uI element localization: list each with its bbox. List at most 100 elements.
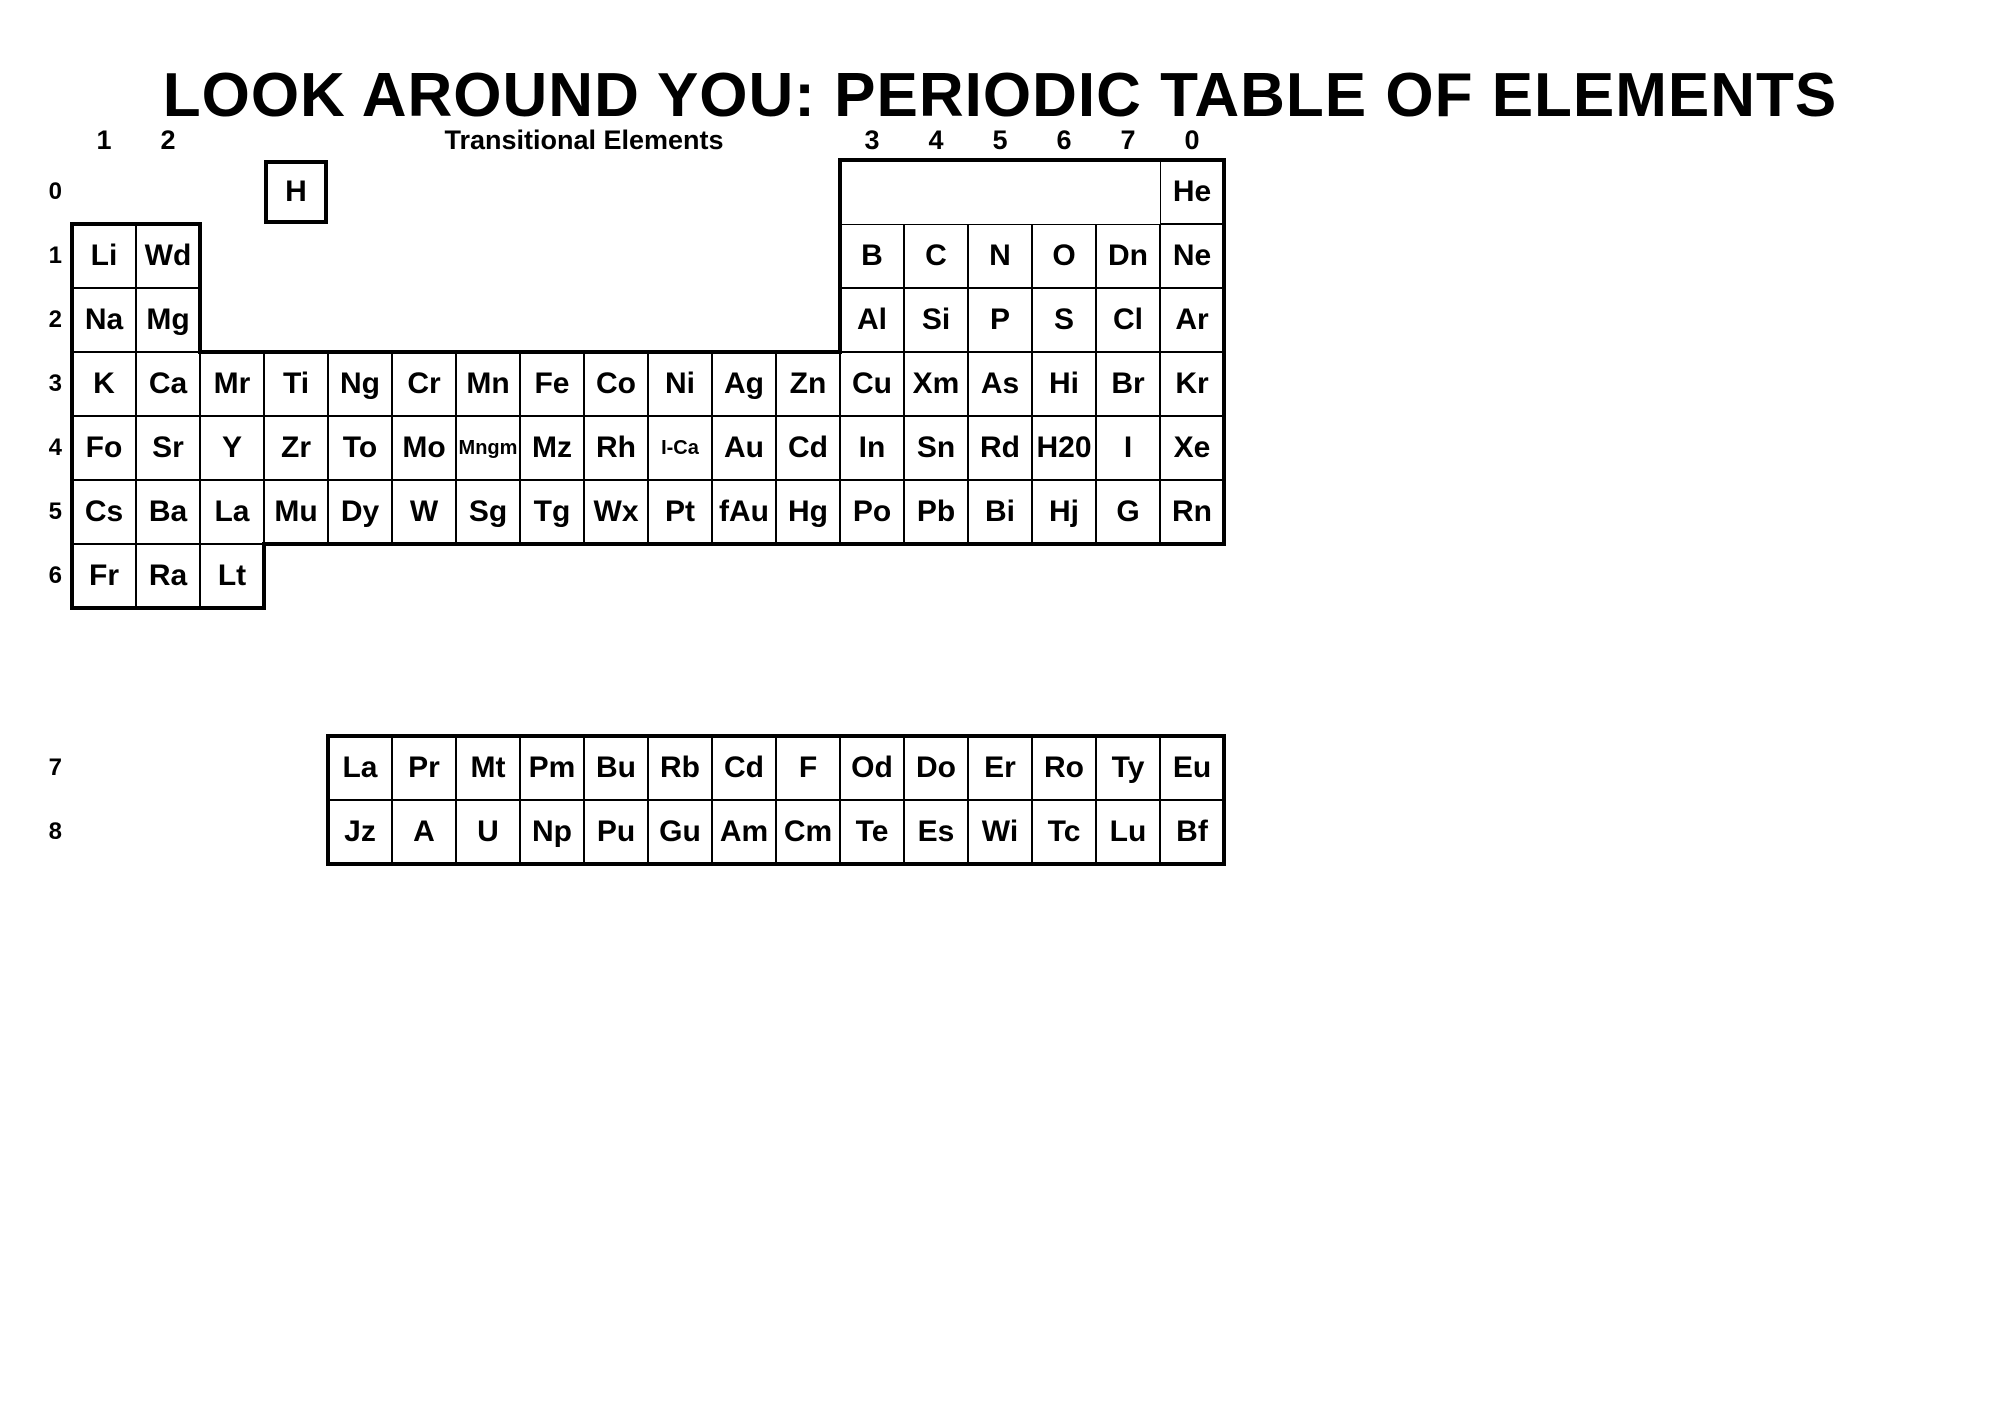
element-cell: Si (904, 288, 968, 352)
element-cell: W (392, 480, 456, 544)
element-cell: Rh (584, 416, 648, 480)
element-cell: Tc (1032, 800, 1096, 864)
element-cell: Ng (328, 352, 392, 416)
element-cell: To (328, 416, 392, 480)
element-cell: Bi (968, 480, 1032, 544)
element-cell: Am (712, 800, 776, 864)
element-cell: Es (904, 800, 968, 864)
element-cell: Ar (1160, 288, 1224, 352)
element-cell: Br (1096, 352, 1160, 416)
element-cell: Y (200, 416, 264, 480)
element-cell: Na (72, 288, 136, 352)
element-cell: Sn (904, 416, 968, 480)
element-cell: Hj (1032, 480, 1096, 544)
element-cell: Pr (392, 736, 456, 800)
element-cell: Ag (712, 352, 776, 416)
element-cell: Jz (328, 800, 392, 864)
element-cell: Au (712, 416, 776, 480)
element-cell: Lt (200, 544, 264, 608)
element-cell: I (1096, 416, 1160, 480)
element-cell: Pb (904, 480, 968, 544)
element-cell: P (968, 288, 1032, 352)
element-cell: B (840, 224, 904, 288)
element-cell: Mn (456, 352, 520, 416)
row-label: 0 (32, 178, 62, 206)
element-cell: Cr (392, 352, 456, 416)
element-cell: Po (840, 480, 904, 544)
row-label: 2 (32, 306, 62, 334)
element-cell: Fe (520, 352, 584, 416)
element-cell: F (776, 736, 840, 800)
element-cell: K (72, 352, 136, 416)
element-cell: Mu (264, 480, 328, 544)
element-cell: Hg (776, 480, 840, 544)
element-cell: H (264, 160, 328, 224)
element-cell: A (392, 800, 456, 864)
element-cell: Eu (1160, 736, 1224, 800)
element-cell: Zn (776, 352, 840, 416)
element-cell: Zr (264, 416, 328, 480)
element-cell: Sg (456, 480, 520, 544)
column-label: 6 (1032, 125, 1096, 156)
element-cell: Cd (776, 416, 840, 480)
element-cell: Rn (1160, 480, 1224, 544)
element-cell: Pm (520, 736, 584, 800)
page-title: LOOK AROUND YOU: PERIODIC TABLE OF ELEME… (0, 60, 2000, 131)
element-cell: Er (968, 736, 1032, 800)
element-cell: Gu (648, 800, 712, 864)
element-cell: Mngm (456, 416, 520, 480)
element-cell: Np (520, 800, 584, 864)
row-label: 4 (32, 434, 62, 462)
element-cell: Lu (1096, 800, 1160, 864)
element-cell: Fr (72, 544, 136, 608)
element-cell: Cd (712, 736, 776, 800)
element-cell: Bu (584, 736, 648, 800)
element-cell: Bf (1160, 800, 1224, 864)
element-cell: Wx (584, 480, 648, 544)
element-cell: Tg (520, 480, 584, 544)
element-cell: Co (584, 352, 648, 416)
element-cell: Ti (264, 352, 328, 416)
element-cell: U (456, 800, 520, 864)
element-cell: Do (904, 736, 968, 800)
row-label: 1 (32, 242, 62, 270)
element-cell: Wd (136, 224, 200, 288)
element-cell: Mo (392, 416, 456, 480)
element-cell: Wi (968, 800, 1032, 864)
element-cell: G (1096, 480, 1160, 544)
element-cell: Mz (520, 416, 584, 480)
element-cell: Xm (904, 352, 968, 416)
element-cell: Cs (72, 480, 136, 544)
element-cell: La (328, 736, 392, 800)
element-cell: Ty (1096, 736, 1160, 800)
column-label: 1 (72, 125, 136, 156)
element-cell: Od (840, 736, 904, 800)
element-cell: Ne (1160, 224, 1224, 288)
row-label: 7 (32, 754, 62, 782)
element-cell: Ba (136, 480, 200, 544)
element-cell: C (904, 224, 968, 288)
element-cell: Li (72, 224, 136, 288)
element-cell: Ro (1032, 736, 1096, 800)
transitional-elements-label: Transitional Elements (328, 125, 840, 156)
element-cell: fAu (712, 480, 776, 544)
element-cell: Sr (136, 416, 200, 480)
element-cell: Mr (200, 352, 264, 416)
element-cell: Te (840, 800, 904, 864)
element-cell: Ra (136, 544, 200, 608)
element-cell: Dy (328, 480, 392, 544)
element-cell: Kr (1160, 352, 1224, 416)
element-cell: Al (840, 288, 904, 352)
element-cell: Mg (136, 288, 200, 352)
element-cell: O (1032, 224, 1096, 288)
element-cell: In (840, 416, 904, 480)
element-cell: As (968, 352, 1032, 416)
row-label: 5 (32, 498, 62, 526)
element-cell: Fo (72, 416, 136, 480)
column-label: 2 (136, 125, 200, 156)
column-label: 5 (968, 125, 1032, 156)
element-cell: Hi (1032, 352, 1096, 416)
element-cell: H20 (1032, 416, 1096, 480)
element-cell: I-Ca (648, 416, 712, 480)
row-label: 6 (32, 562, 62, 590)
